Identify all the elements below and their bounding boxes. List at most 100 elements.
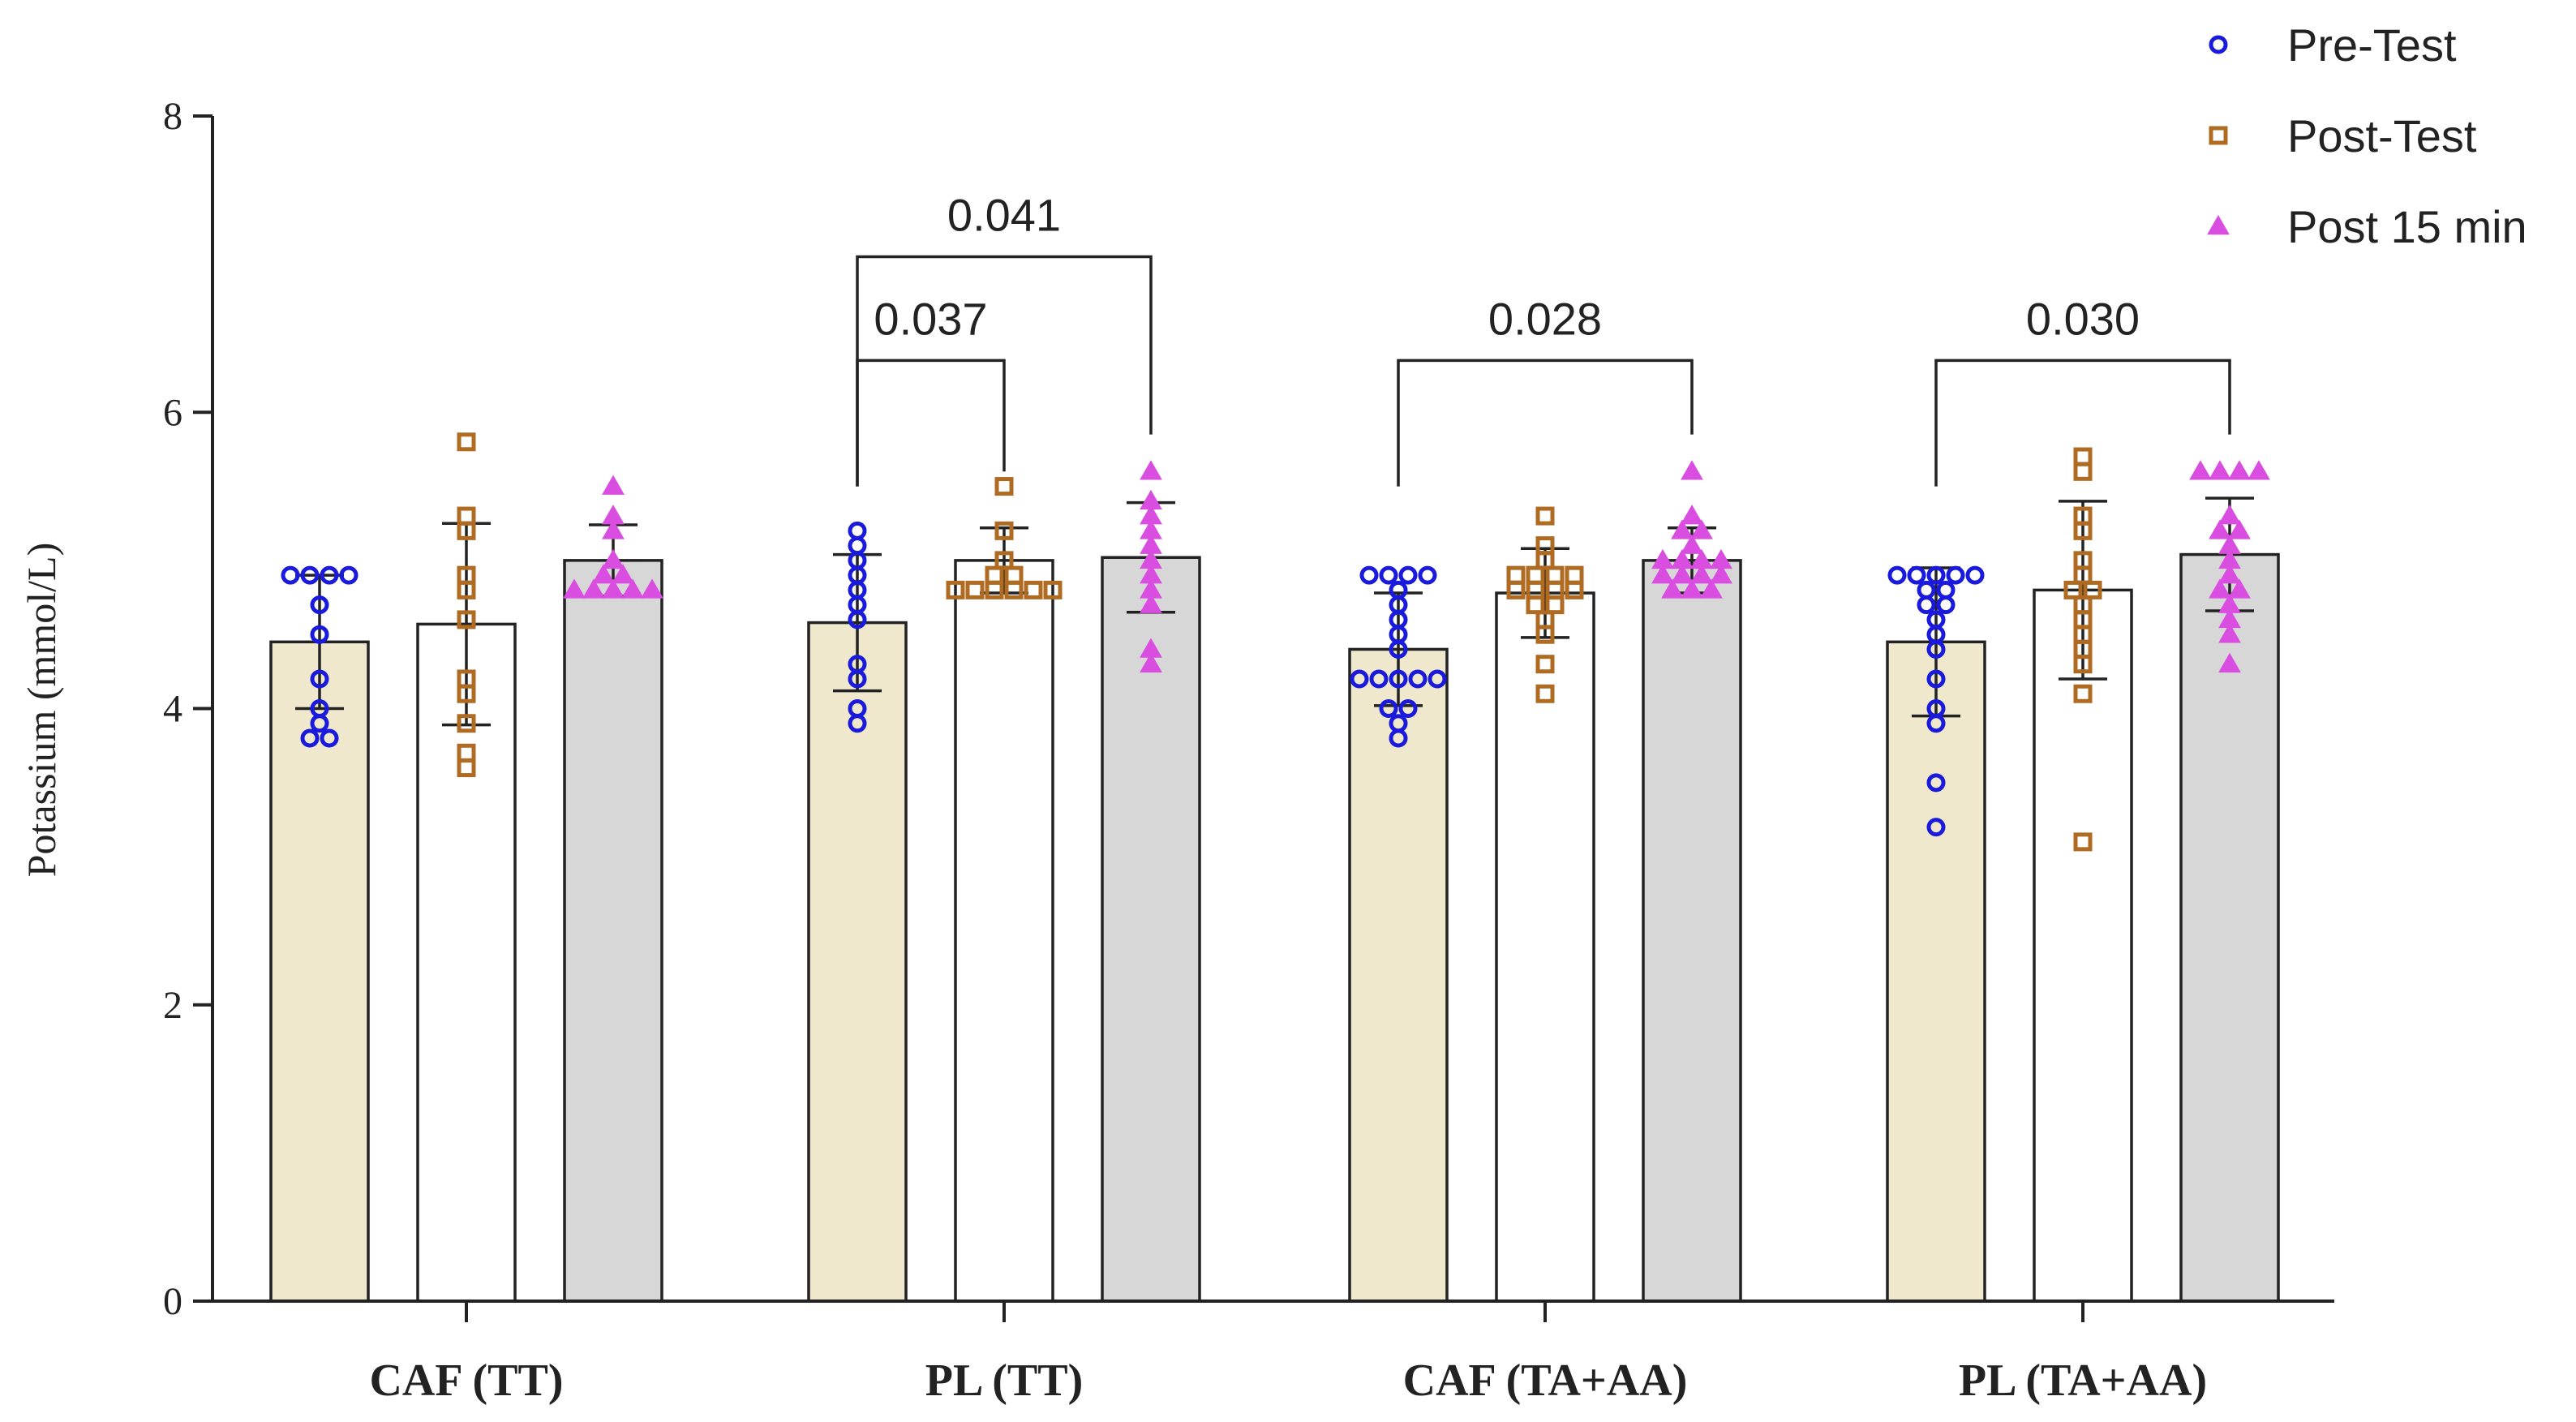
- data-point: [1690, 519, 1713, 539]
- data-point: [2073, 565, 2093, 585]
- data-point: [641, 578, 663, 599]
- bar-post-15-min: [1101, 556, 1201, 1303]
- data-point: [457, 714, 476, 733]
- data-point: [1535, 655, 1555, 674]
- data-point: [310, 595, 329, 615]
- p-value-label: 0.028: [1488, 293, 1602, 344]
- data-point: [612, 564, 634, 584]
- data-point: [1535, 684, 1555, 703]
- y-tick-label: 2: [163, 984, 182, 1027]
- data-point: [602, 548, 625, 569]
- data-point: [1535, 551, 1555, 570]
- data-point: [1681, 505, 1703, 525]
- data-point: [310, 625, 329, 644]
- data-point: [2218, 652, 2241, 672]
- data-point: [1398, 699, 1418, 718]
- data-point: [946, 580, 965, 599]
- p-value-label: 0.041: [947, 189, 1061, 240]
- data-point: [310, 669, 329, 689]
- data-point: [848, 536, 867, 556]
- data-point: [457, 521, 476, 540]
- legend-label: Pre-Test: [2287, 19, 2457, 71]
- data-point: [1140, 593, 1162, 613]
- bar-pre-test: [1886, 640, 1986, 1303]
- data-point: [2083, 580, 2102, 599]
- data-point: [1389, 639, 1408, 659]
- data-point: [2218, 623, 2241, 643]
- data-point: [1565, 580, 1584, 599]
- data-point: [2218, 564, 2241, 584]
- data-point: [2228, 578, 2251, 599]
- data-point: [2073, 655, 2093, 674]
- data-point: [848, 714, 867, 733]
- data-point: [602, 519, 625, 539]
- data-point: [2248, 460, 2270, 480]
- x-category-label: CAF (TT): [369, 1355, 563, 1406]
- x-ticks: CAF (TT) PL (TT) CAF (TA+AA) PL (TA+AA): [369, 1301, 2207, 1406]
- y-tick-label: 6: [163, 391, 182, 434]
- data-point: [2073, 521, 2093, 540]
- data-point: [1140, 460, 1162, 480]
- data-point: [592, 564, 615, 584]
- data-point: [1024, 580, 1043, 599]
- data-point: [1043, 580, 1063, 599]
- y-tick-label: 4: [163, 688, 182, 731]
- data-point: [1710, 564, 1732, 584]
- data-point: [848, 669, 867, 689]
- bar-post-test: [954, 559, 1054, 1303]
- bar-post-test: [416, 622, 517, 1303]
- bar-pre-test: [269, 640, 370, 1303]
- data-point: [457, 580, 476, 599]
- data-point: [1671, 519, 1694, 539]
- data-point: [2228, 519, 2251, 539]
- data-point: [1661, 578, 1684, 599]
- data-point: [1965, 565, 1985, 585]
- data-point: [457, 432, 476, 452]
- data-point: [300, 728, 320, 748]
- data-point: [602, 475, 625, 495]
- data-point: [848, 610, 867, 629]
- data-point: [1545, 595, 1565, 615]
- data-point: [582, 578, 605, 599]
- data-point: [1140, 652, 1162, 672]
- data-point: [994, 521, 1014, 540]
- bar-post-15-min: [1642, 559, 1742, 1303]
- data-point: [1535, 506, 1555, 526]
- data-point: [1926, 818, 1946, 837]
- data-point: [320, 728, 339, 748]
- data-point: [1379, 565, 1398, 585]
- legend-marker: [2207, 214, 2230, 235]
- data-points-layer: [281, 432, 2270, 852]
- data-point: [848, 521, 867, 540]
- data-point: [1004, 580, 1024, 599]
- data-point: [1389, 728, 1408, 748]
- data-point: [1350, 669, 1369, 689]
- data-point: [457, 684, 476, 703]
- legend-marker: [2209, 35, 2228, 54]
- data-point: [1651, 564, 1674, 584]
- data-point: [1926, 669, 1946, 689]
- x-category-label: CAF (TA+AA): [1403, 1355, 1688, 1406]
- data-point: [985, 580, 1004, 599]
- data-point: [1671, 564, 1694, 584]
- data-point: [1408, 669, 1428, 689]
- data-point: [2073, 684, 2093, 703]
- comparison-bracket: [856, 359, 1006, 487]
- comparison-bracket: [1934, 359, 2231, 487]
- data-point: [621, 578, 644, 599]
- data-point: [1690, 564, 1713, 584]
- data-point: [2209, 519, 2231, 539]
- data-point: [965, 580, 985, 599]
- comparison-bracket: [1397, 359, 1694, 487]
- data-point: [457, 758, 476, 778]
- x-category-label: PL (TA+AA): [1959, 1355, 2207, 1406]
- data-point: [1700, 578, 1723, 599]
- y-axis-label: Potassium (mmol/L): [19, 543, 64, 878]
- data-point: [1887, 565, 1907, 585]
- data-point: [339, 565, 358, 585]
- data-point: [602, 578, 625, 599]
- y-ticks: 0 2 4 6 8: [163, 95, 213, 1323]
- data-point: [2228, 460, 2251, 480]
- data-point: [2209, 460, 2231, 480]
- data-point: [1926, 639, 1946, 659]
